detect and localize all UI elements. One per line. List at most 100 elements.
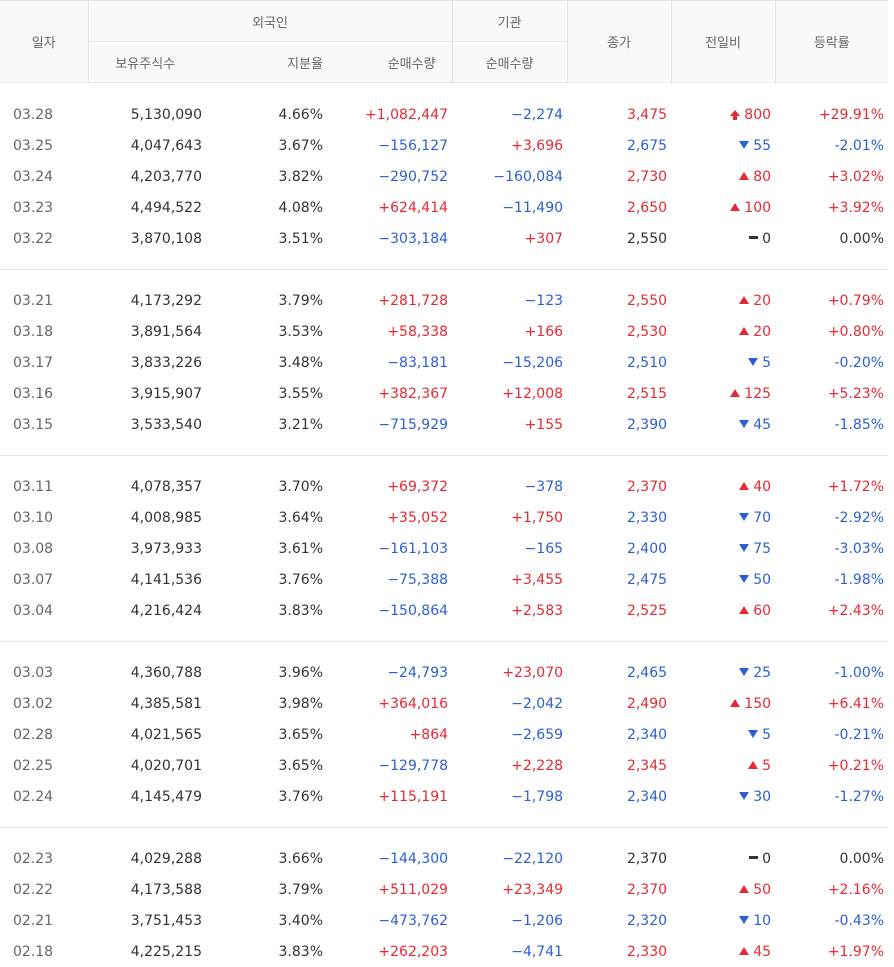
flat-dash-icon <box>749 235 759 239</box>
cell-ratio: 3.48% <box>278 354 323 371</box>
change-value: 20 <box>753 323 772 340</box>
header-change: 전일비 <box>670 0 776 83</box>
cell-close: 2,345 <box>626 757 668 774</box>
down-triangle-icon <box>739 543 750 552</box>
group-divider <box>0 254 888 270</box>
cell-change: 30 <box>671 781 775 812</box>
change-value: 55 <box>753 137 772 154</box>
cell-foreign-net: +1,082,447 <box>365 106 449 123</box>
up-triangle-icon <box>739 481 750 490</box>
down-triangle-icon <box>739 915 750 924</box>
cell-rate: +0.21% <box>827 757 885 774</box>
table-header: 일자 외국인 기관 종가 전일비 등락률 보유주식수 지분율 순매수량 순매수량 <box>0 0 888 83</box>
cell-holdings: 4,385,581 <box>130 695 202 712</box>
cell-change: 20 <box>671 285 775 316</box>
up-triangle-icon <box>748 760 759 769</box>
cell-close: 2,515 <box>626 385 668 402</box>
up-triangle-icon <box>730 698 741 707</box>
cell-close: 2,730 <box>626 168 668 185</box>
cell-date: 03.21 <box>13 292 54 309</box>
cell-institution-net: −2,042 <box>511 695 564 712</box>
cell-date: 02.21 <box>13 912 54 929</box>
cell-ratio: 3.98% <box>278 695 323 712</box>
table-row: 03.15 3,533,540 3.21% −715,929 +155 2,390 45 -1… <box>0 409 888 440</box>
table-row: 03.10 4,008,985 3.64% +35,052 +1,750 2,330 70 -… <box>0 502 888 533</box>
cell-ratio: 3.66% <box>278 850 323 867</box>
group-spacer <box>0 270 888 286</box>
change-value: 25 <box>753 664 772 681</box>
header-foreign-group: 외국인 <box>87 0 453 42</box>
cell-ratio: 3.65% <box>278 726 323 743</box>
group-spacer <box>0 828 888 844</box>
cell-date: 03.24 <box>13 168 54 185</box>
cell-holdings: 4,173,588 <box>130 881 202 898</box>
cell-close: 2,675 <box>626 137 668 154</box>
change-value: 45 <box>753 416 772 433</box>
cell-ratio: 3.82% <box>278 168 323 185</box>
cell-holdings: 4,141,536 <box>130 571 202 588</box>
cell-date: 03.16 <box>13 385 54 402</box>
cell-change: 50 <box>671 564 775 595</box>
down-triangle-icon <box>739 574 750 583</box>
change-value: 80 <box>753 168 772 185</box>
table-row: 03.22 3,870,108 3.51% −303,184 +307 2,550 0 0.0… <box>0 223 888 254</box>
cell-change: 100 <box>671 192 775 223</box>
change-value: 5 <box>762 757 772 774</box>
cell-institution-net: −123 <box>524 292 564 309</box>
cell-close: 2,400 <box>626 540 668 557</box>
cell-close: 2,525 <box>626 602 668 619</box>
cell-institution-net: +155 <box>524 416 564 433</box>
upper-limit-arrow-icon <box>730 109 741 120</box>
cell-holdings: 4,008,985 <box>130 509 202 526</box>
cell-close: 2,490 <box>626 695 668 712</box>
cell-holdings: 4,203,770 <box>130 168 202 185</box>
change-value: 45 <box>753 943 772 960</box>
cell-holdings: 3,533,540 <box>130 416 202 433</box>
cell-date: 03.07 <box>13 571 54 588</box>
cell-date: 03.08 <box>13 540 54 557</box>
change-value: 30 <box>753 788 772 805</box>
cell-ratio: 3.40% <box>278 912 323 929</box>
cell-ratio: 3.79% <box>278 881 323 898</box>
cell-institution-net: +166 <box>524 323 564 340</box>
cell-date: 03.28 <box>13 106 54 123</box>
header-foreign-net: 순매수량 <box>327 41 453 83</box>
cell-ratio: 3.51% <box>278 230 323 247</box>
header-close: 종가 <box>566 0 672 83</box>
cell-rate: +2.43% <box>827 602 885 619</box>
cell-change: 25 <box>671 657 775 688</box>
up-triangle-icon <box>730 202 741 211</box>
cell-holdings: 4,020,701 <box>130 757 202 774</box>
cell-ratio: 3.79% <box>278 292 323 309</box>
up-triangle-icon <box>730 388 741 397</box>
table-body: 03.28 5,130,090 4.66% +1,082,447 −2,274 3,475… <box>0 83 888 967</box>
cell-foreign-net: −161,103 <box>378 540 449 557</box>
cell-institution-net: −15,206 <box>502 354 564 371</box>
cell-change: 5 <box>671 719 775 750</box>
cell-date: 02.22 <box>13 881 54 898</box>
cell-institution-net: −2,659 <box>511 726 564 743</box>
up-triangle-icon <box>739 171 750 180</box>
group-divider <box>0 626 888 642</box>
table-row: 03.25 4,047,643 3.67% −156,127 +3,696 2,675 55… <box>0 130 888 161</box>
table-row: 03.28 5,130,090 4.66% +1,082,447 −2,274 3,475… <box>0 99 888 130</box>
change-value: 5 <box>762 354 772 371</box>
cell-date: 03.10 <box>13 509 54 526</box>
cell-rate: +1.72% <box>827 478 885 495</box>
cell-foreign-net: −150,864 <box>378 602 449 619</box>
cell-institution-net: −11,490 <box>502 199 564 216</box>
table-row: 03.17 3,833,226 3.48% −83,181 −15,206 2,510 5 -… <box>0 347 888 378</box>
cell-date: 02.28 <box>13 726 54 743</box>
header-date: 일자 <box>0 0 88 83</box>
cell-institution-net: −160,084 <box>493 168 564 185</box>
cell-date: 03.03 <box>13 664 54 681</box>
cell-date: 02.23 <box>13 850 54 867</box>
cell-ratio: 3.83% <box>278 943 323 960</box>
cell-holdings: 4,225,215 <box>130 943 202 960</box>
cell-rate: -1.85% <box>834 416 885 433</box>
cell-holdings: 4,173,292 <box>130 292 202 309</box>
cell-close: 2,340 <box>626 726 668 743</box>
cell-holdings: 3,751,453 <box>130 912 202 929</box>
